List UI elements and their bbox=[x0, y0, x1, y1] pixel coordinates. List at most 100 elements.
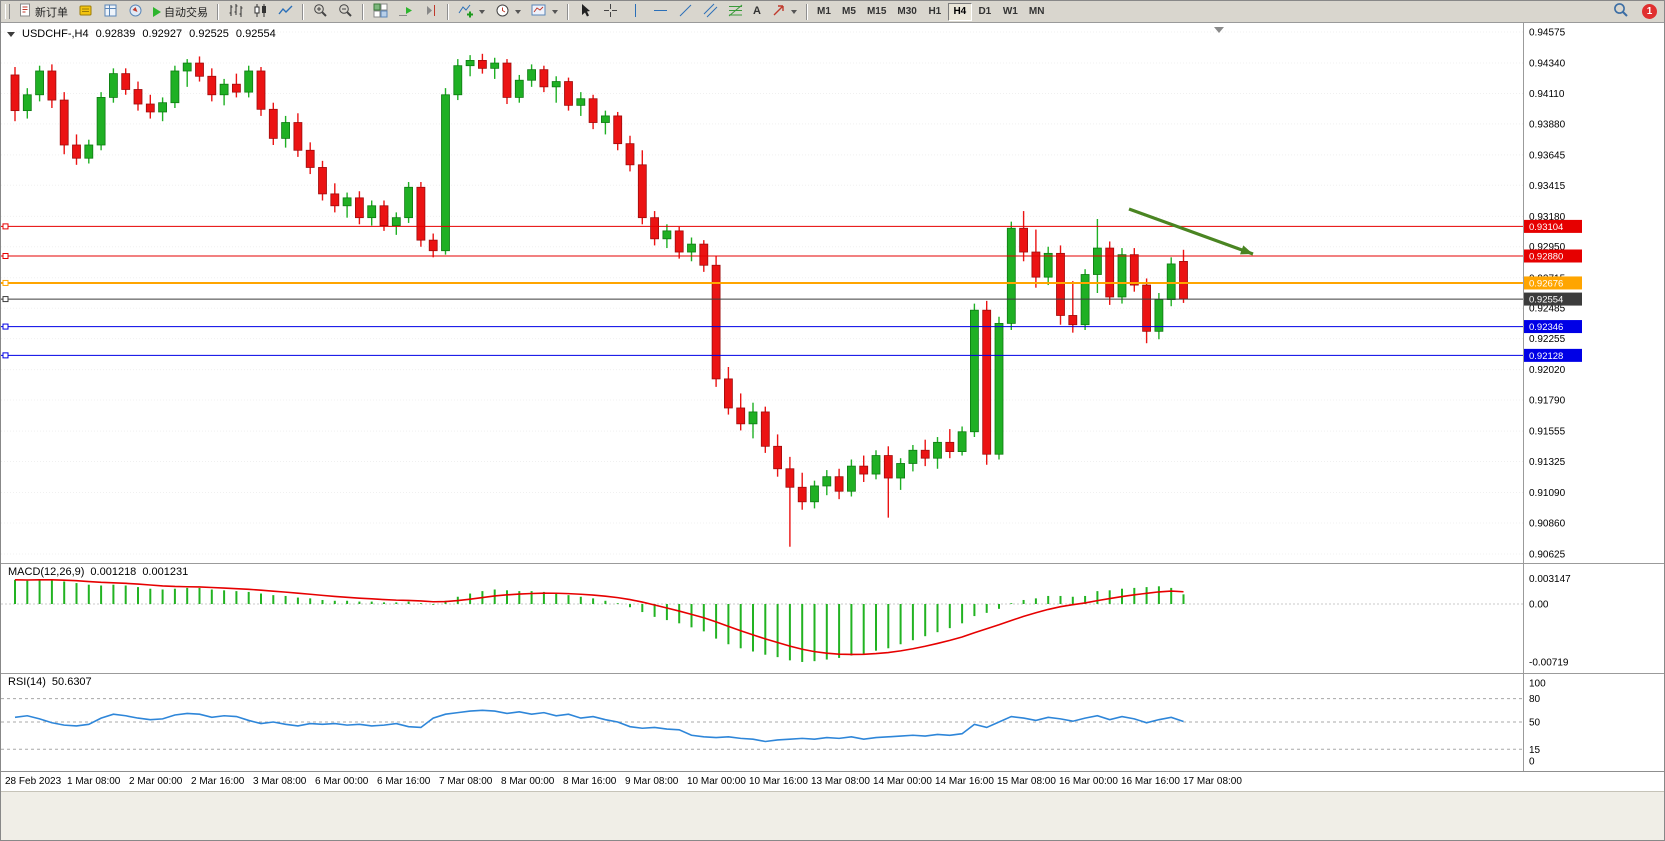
line-anchor-handle[interactable] bbox=[2, 279, 9, 286]
macd-histogram bbox=[14, 579, 1185, 662]
timeframe-button-h1[interactable]: H1 bbox=[923, 3, 947, 21]
timeframe-button-m1[interactable]: M1 bbox=[812, 3, 836, 21]
cursor-tool-button[interactable] bbox=[573, 2, 598, 22]
data-window-button[interactable] bbox=[98, 2, 123, 22]
svg-text:0.90625: 0.90625 bbox=[1529, 550, 1566, 561]
svg-text:0.00: 0.00 bbox=[1529, 600, 1549, 611]
line-anchor-handle[interactable] bbox=[2, 323, 9, 330]
toolbar-right-group: 1 bbox=[1608, 2, 1663, 22]
time-axis[interactable]: 28 Feb 2023 1 Mar 08:00 2 Mar 00:00 2 Mar 1… bbox=[1, 771, 1664, 792]
autotrading-label: 自动交易 bbox=[164, 6, 208, 19]
time-label: 1 Mar 08:00 bbox=[67, 776, 121, 787]
svg-text:0.91555: 0.91555 bbox=[1529, 427, 1566, 438]
trend-arrow-annotation[interactable] bbox=[1128, 207, 1254, 256]
macd-name: MACD(12,26,9) bbox=[8, 566, 85, 578]
price-tag bbox=[1524, 219, 1582, 233]
new-order-button[interactable]: 新订单 bbox=[14, 2, 73, 22]
arrows-tool-button[interactable] bbox=[766, 2, 802, 22]
candlestick-mode-button[interactable] bbox=[248, 2, 273, 22]
rsi-line bbox=[14, 709, 1184, 743]
rsi-name: RSI(14) bbox=[8, 676, 46, 688]
auto-scroll-button[interactable] bbox=[393, 2, 418, 22]
timeframe-button-w1[interactable]: W1 bbox=[998, 3, 1023, 21]
svg-text:0: 0 bbox=[1529, 757, 1535, 768]
arrow-head bbox=[1240, 245, 1253, 255]
price-tag bbox=[1524, 276, 1582, 290]
time-label: 8 Mar 16:00 bbox=[563, 776, 617, 787]
time-label: 2 Mar 16:00 bbox=[191, 776, 245, 787]
chart-shift-button[interactable] bbox=[418, 2, 443, 22]
svg-text:0.92880: 0.92880 bbox=[1529, 251, 1563, 262]
timeframe-button-m5[interactable]: M5 bbox=[837, 3, 861, 21]
timeframe-button-h4[interactable]: H4 bbox=[947, 2, 972, 21]
horizontal-line-icon bbox=[653, 3, 668, 21]
macd-signal-line bbox=[14, 579, 1184, 656]
chart-shift-marker[interactable] bbox=[1214, 27, 1224, 33]
horizontal-line-tool-button[interactable] bbox=[648, 2, 673, 22]
navigator-button[interactable] bbox=[123, 2, 148, 22]
search-button[interactable] bbox=[1608, 2, 1634, 22]
chart-area[interactable]: 0.94575 0.94340 0.94110 0.93880 0.93645 0.934… bbox=[1, 23, 1665, 771]
indicators-button[interactable] bbox=[453, 2, 490, 22]
timeframe-button-d1[interactable]: D1 bbox=[973, 3, 997, 21]
timeframe-button-m30[interactable]: M30 bbox=[892, 3, 921, 21]
notification-badge[interactable]: 1 bbox=[1642, 4, 1657, 19]
svg-text:0.003147: 0.003147 bbox=[1529, 574, 1571, 585]
indicator-list-collapse-icon[interactable] bbox=[7, 31, 15, 37]
bar-chart-icon bbox=[228, 3, 243, 21]
zoom-in-icon bbox=[313, 3, 328, 21]
dropdown-caret-icon bbox=[552, 9, 558, 14]
svg-text:0.93180: 0.93180 bbox=[1529, 212, 1566, 223]
line-anchor-handle[interactable] bbox=[2, 223, 9, 230]
svg-text:0.93645: 0.93645 bbox=[1529, 150, 1566, 161]
price-tag bbox=[1524, 348, 1582, 362]
line-anchor-handle[interactable] bbox=[2, 352, 9, 359]
vertical-line-icon bbox=[628, 3, 643, 21]
price-tag bbox=[1524, 292, 1582, 306]
svg-text:-0.00719: -0.00719 bbox=[1529, 657, 1569, 668]
templates-button[interactable] bbox=[526, 2, 563, 22]
line-anchor-handle[interactable] bbox=[2, 296, 9, 303]
high-value: 0.92927 bbox=[142, 28, 183, 40]
toolbar-drag-handle[interactable] bbox=[5, 4, 10, 19]
macd-main-value: 0.001218 bbox=[90, 566, 137, 578]
periods-button[interactable] bbox=[490, 2, 526, 22]
channel-icon bbox=[703, 3, 718, 21]
text-tool-icon: A bbox=[753, 5, 761, 17]
vertical-line-tool-button[interactable] bbox=[623, 2, 648, 22]
crosshair-tool-button[interactable] bbox=[598, 2, 623, 22]
timeframe-button-mn[interactable]: MN bbox=[1024, 3, 1050, 21]
macd-signal-value: 0.001231 bbox=[142, 566, 189, 578]
timeframe-toolbar: M1 M5 M15 M30 H1 H4 D1 W1 MN bbox=[812, 2, 1050, 21]
svg-text:0.92020: 0.92020 bbox=[1529, 365, 1566, 376]
crosshair-icon bbox=[603, 3, 618, 21]
text-tool-button[interactable]: A bbox=[748, 2, 766, 22]
bar-chart-mode-button[interactable] bbox=[223, 2, 248, 22]
svg-text:0.93880: 0.93880 bbox=[1529, 119, 1566, 130]
channel-tool-button[interactable] bbox=[698, 2, 723, 22]
indicators-add-icon bbox=[458, 3, 474, 21]
time-label: 10 Mar 16:00 bbox=[749, 776, 808, 787]
tile-windows-button[interactable] bbox=[368, 2, 393, 22]
rsi-indicator-label: RSI(14) 50.6307 bbox=[8, 676, 92, 688]
dropdown-caret-icon bbox=[515, 9, 521, 14]
navigator-compass-icon bbox=[128, 3, 143, 21]
autotrading-button[interactable]: 自动交易 bbox=[148, 2, 213, 22]
candlestick-series[interactable] bbox=[10, 53, 1188, 547]
trendline-tool-button[interactable] bbox=[673, 2, 698, 22]
zoom-out-button[interactable] bbox=[333, 2, 358, 22]
dropdown-caret-icon bbox=[479, 9, 485, 14]
svg-text:0.94575: 0.94575 bbox=[1529, 28, 1566, 39]
tile-windows-icon bbox=[373, 3, 388, 21]
fibonacci-tool-button[interactable] bbox=[723, 2, 748, 22]
timeframe-button-m15[interactable]: M15 bbox=[862, 3, 891, 21]
chart-canvas[interactable]: 0.94575 0.94340 0.94110 0.93880 0.93645 0.934… bbox=[1, 23, 1665, 771]
svg-text:0.92950: 0.92950 bbox=[1529, 242, 1566, 253]
line-anchor-handle[interactable] bbox=[2, 252, 9, 259]
svg-text:0.93415: 0.93415 bbox=[1529, 181, 1566, 192]
market-watch-button[interactable] bbox=[73, 2, 98, 22]
svg-text:0.94340: 0.94340 bbox=[1529, 59, 1566, 70]
line-chart-mode-button[interactable] bbox=[273, 2, 298, 22]
zoom-in-button[interactable] bbox=[308, 2, 333, 22]
